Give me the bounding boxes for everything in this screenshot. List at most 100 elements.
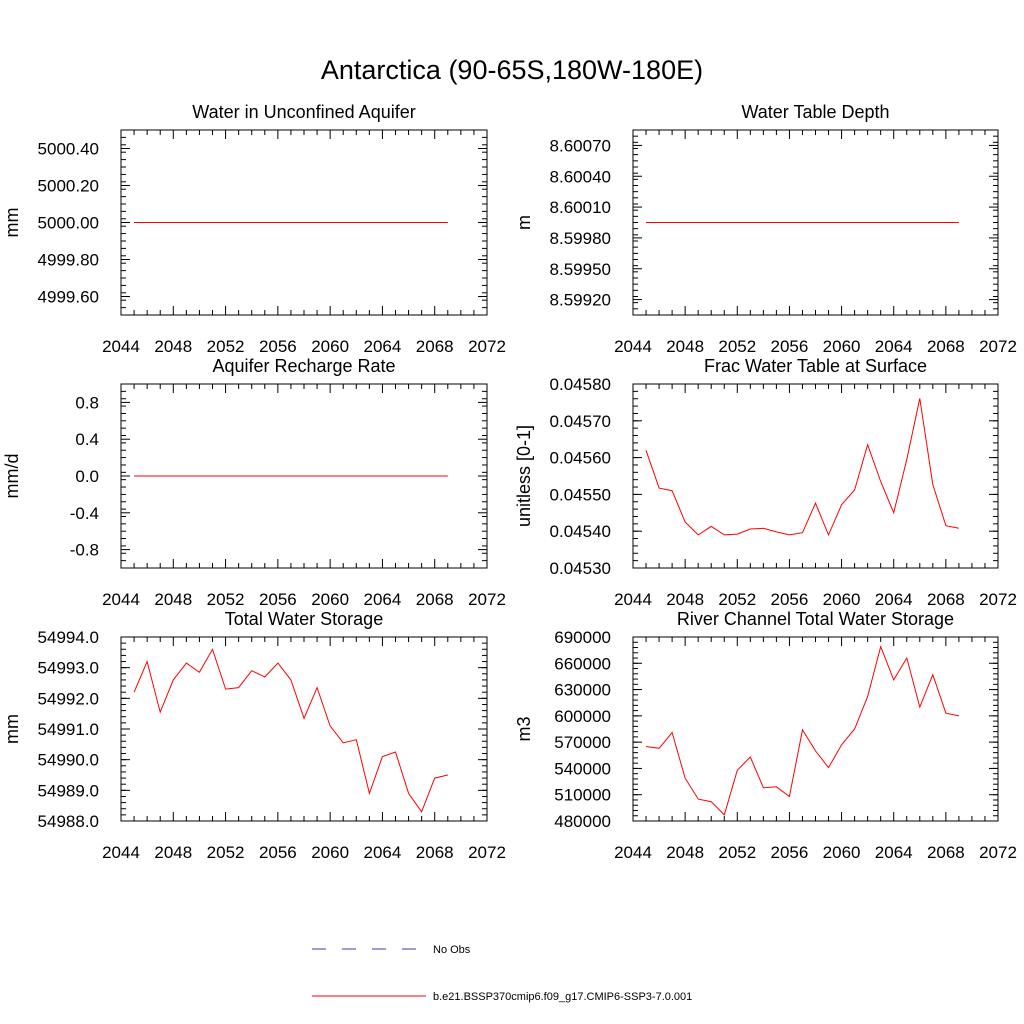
- x-tick-label: 2072: [979, 843, 1017, 862]
- x-tick-label: 2048: [666, 590, 704, 609]
- x-tick-label: 2064: [364, 843, 402, 862]
- x-tick-label: 2048: [666, 843, 704, 862]
- y-axis-label: unitless [0-1]: [514, 425, 534, 527]
- x-tick-label: 2068: [927, 843, 965, 862]
- x-tick-label: 2060: [823, 590, 861, 609]
- y-tick-label: 600000: [554, 707, 611, 726]
- y-tick-label: 54991.0: [38, 720, 99, 739]
- y-tick-label: 480000: [554, 812, 611, 831]
- y-tick-label: 8.60070: [550, 136, 611, 155]
- y-axis-label: mm: [2, 208, 22, 238]
- x-tick-label: 2060: [823, 337, 861, 356]
- y-tick-label: 660000: [554, 654, 611, 673]
- x-tick-label: 2056: [259, 843, 297, 862]
- x-tick-label: 2044: [614, 590, 652, 609]
- plot-frame: [120, 636, 488, 822]
- y-tick-label: -0.4: [70, 504, 99, 523]
- x-tick-label: 2060: [311, 590, 349, 609]
- x-tick-label: 2060: [311, 843, 349, 862]
- x-tick-label: 2072: [979, 590, 1017, 609]
- x-tick-label: 2052: [207, 337, 245, 356]
- x-tick-label: 2052: [718, 843, 756, 862]
- y-tick-label: 54993.0: [38, 659, 99, 678]
- y-tick-label: 0.04550: [550, 485, 611, 504]
- y-tick-label: 8.59920: [550, 291, 611, 310]
- x-tick-label: 2072: [468, 337, 506, 356]
- x-tick-label: 2044: [102, 337, 140, 356]
- y-tick-label: 8.59980: [550, 229, 611, 248]
- series-line: [645, 398, 959, 537]
- y-tick-label: 8.60040: [550, 167, 611, 186]
- x-tick-label: 2056: [259, 337, 297, 356]
- x-tick-label: 2064: [875, 337, 913, 356]
- y-tick-label: 690000: [554, 628, 611, 647]
- x-tick-label: 2068: [927, 337, 965, 356]
- y-tick-label: 0.4: [75, 430, 99, 449]
- panel-title: Water in Unconfined Aquifer: [192, 102, 415, 122]
- panel-water-in-unconfined-aquifer: Water in Unconfined Aquifer mm 2044 2048 205…: [2, 102, 506, 356]
- y-tick-label: 54989.0: [38, 781, 99, 800]
- x-tick-label: 2044: [614, 843, 652, 862]
- y-tick-label: 5000.00: [38, 214, 99, 233]
- y-tick-label: 5000.40: [38, 140, 99, 159]
- y-tick-label: 0.04570: [550, 412, 611, 431]
- y-tick-label: 8.60010: [550, 198, 611, 217]
- x-tick-label: 2044: [102, 590, 140, 609]
- x-tick-label: 2056: [771, 590, 809, 609]
- plot-frame: [632, 383, 999, 569]
- y-tick-label: 54992.0: [38, 689, 99, 708]
- x-tick-label: 2068: [416, 337, 454, 356]
- y-tick-label: 54990.0: [38, 751, 99, 770]
- panel-frac-water-table-at-surface: Frac Water Table at Surface unitless [0-1…: [514, 356, 1017, 609]
- x-tick-label: 2056: [259, 590, 297, 609]
- y-tick-label: 0.04530: [550, 559, 611, 578]
- y-tick-label: 0.04580: [550, 375, 611, 394]
- x-tick-label: 2052: [718, 337, 756, 356]
- panel-total-water-storage: Total Water Storage mm 2044 2048 2052 2056 206…: [2, 609, 506, 862]
- x-tick-label: 2072: [468, 843, 506, 862]
- x-tick-label: 2048: [154, 843, 192, 862]
- y-axis-label: mm: [2, 714, 22, 744]
- x-tick-label: 2048: [666, 337, 704, 356]
- y-tick-label: 0.04560: [550, 449, 611, 468]
- y-tick-label: 8.59950: [550, 260, 611, 279]
- y-tick-label: 4999.60: [38, 288, 99, 307]
- x-tick-label: 2064: [364, 337, 402, 356]
- series-line: [645, 644, 960, 816]
- panel-title: River Channel Total Water Storage: [677, 609, 954, 629]
- x-tick-label: 2060: [311, 337, 349, 356]
- x-tick-label: 2048: [154, 590, 192, 609]
- panel-aquifer-recharge-rate: Aquifer Recharge Rate mm/d 2044 2048 2052 205…: [2, 356, 506, 609]
- y-axis-label: m: [514, 215, 534, 230]
- y-tick-label: 54988.0: [38, 812, 99, 831]
- panel-river-channel-total-water-storage: River Channel Total Water Storage m3 2044 2…: [514, 609, 1017, 862]
- x-tick-label: 2044: [102, 843, 140, 862]
- x-tick-label: 2052: [207, 843, 245, 862]
- plot-frame: [632, 636, 999, 822]
- series-line: [133, 648, 448, 813]
- x-tick-label: 2060: [823, 843, 861, 862]
- figure-title: Antarctica (90-65S,180W-180E): [320, 55, 704, 85]
- x-tick-label: 2052: [718, 590, 756, 609]
- x-tick-label: 2056: [771, 337, 809, 356]
- y-tick-label: 0.0: [75, 467, 99, 486]
- y-tick-label: 4999.80: [38, 251, 99, 270]
- x-tick-label: 2068: [416, 843, 454, 862]
- y-tick-label: 0.04540: [550, 522, 611, 541]
- legend: No Obs b.e21.BSSP370cmip6.f09_g17.CMIP6-…: [312, 944, 692, 1003]
- y-tick-label: -0.8: [70, 541, 99, 560]
- y-tick-label: 630000: [554, 681, 611, 700]
- legend-label-no-obs: No Obs: [433, 944, 471, 956]
- x-tick-label: 2044: [614, 337, 652, 356]
- x-tick-label: 2056: [771, 843, 809, 862]
- x-tick-label: 2068: [927, 590, 965, 609]
- y-tick-label: 5000.20: [38, 177, 99, 196]
- y-tick-label: 510000: [554, 786, 611, 805]
- x-tick-label: 2068: [416, 590, 454, 609]
- panel-title: Total Water Storage: [225, 609, 383, 629]
- panel-title: Water Table Depth: [741, 102, 889, 122]
- y-tick-label: 54994.0: [38, 628, 99, 647]
- y-tick-label: 540000: [554, 759, 611, 778]
- x-tick-label: 2064: [364, 590, 402, 609]
